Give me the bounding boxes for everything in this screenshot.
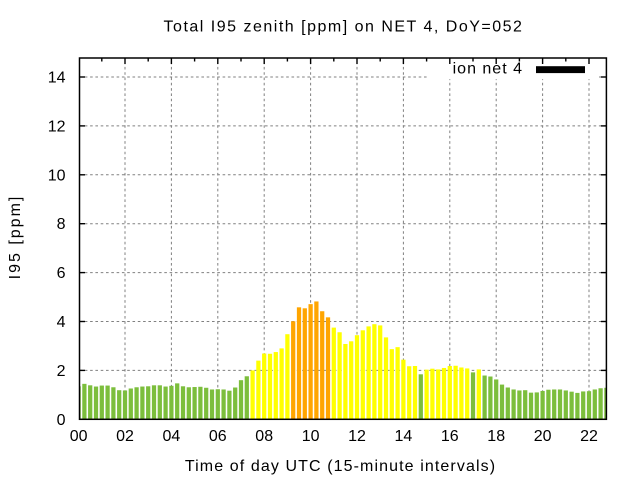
svg-text:10: 10 [48, 167, 66, 184]
svg-text:06: 06 [209, 428, 227, 445]
svg-text:14: 14 [48, 70, 66, 87]
svg-text:22: 22 [580, 428, 598, 445]
svg-text:08: 08 [255, 428, 273, 445]
svg-text:16: 16 [441, 428, 459, 445]
svg-text:20: 20 [534, 428, 552, 445]
svg-text:4: 4 [57, 314, 66, 331]
svg-text:8: 8 [57, 216, 66, 233]
svg-text:12: 12 [48, 118, 66, 135]
svg-text:14: 14 [395, 428, 413, 445]
svg-text:00: 00 [70, 428, 88, 445]
svg-text:12: 12 [348, 428, 366, 445]
svg-text:04: 04 [163, 428, 181, 445]
svg-text:10: 10 [302, 428, 320, 445]
svg-text:Total I95 zenith [ppm] on NET: Total I95 zenith [ppm] on NET 4, DoY=052 [164, 19, 524, 36]
svg-text:6: 6 [57, 265, 66, 282]
svg-text:ion net 4: ion net 4 [453, 61, 523, 78]
svg-text:Time of day UTC (15-minute int: Time of day UTC (15-minute intervals) [185, 458, 496, 475]
svg-text:2: 2 [57, 363, 66, 380]
svg-text:02: 02 [116, 428, 134, 445]
svg-text:0: 0 [57, 412, 66, 429]
svg-text:18: 18 [487, 428, 505, 445]
svg-text:I95 [ppm]: I95 [ppm] [7, 195, 24, 280]
